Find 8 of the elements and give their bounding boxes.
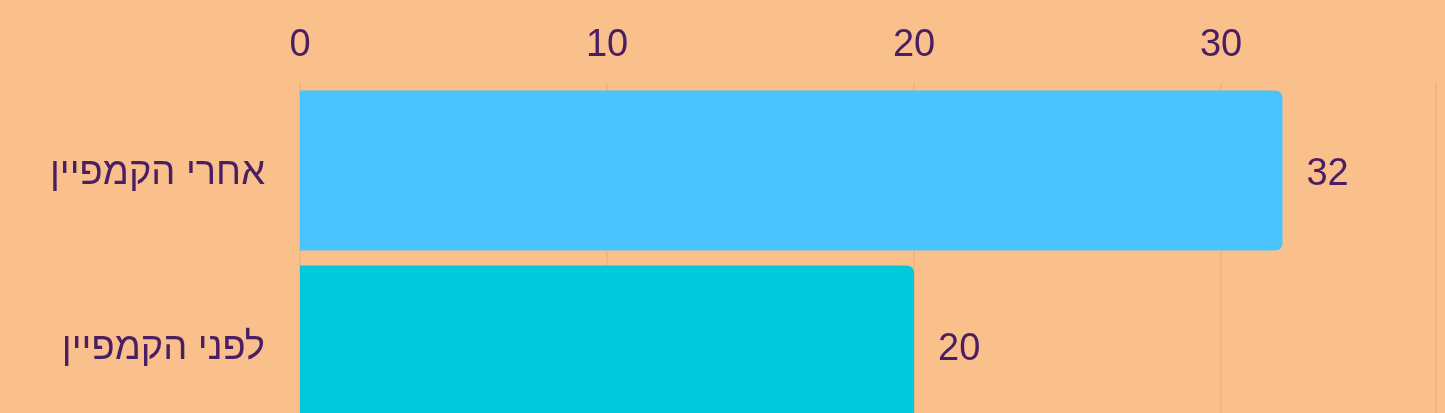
x-tick-label: 30 <box>1199 22 1243 64</box>
y-tick-label: אחרי הקמפיין <box>50 149 266 192</box>
x-tick-label: 10 <box>585 22 629 64</box>
x-tick-label: 20 <box>892 22 936 64</box>
x-tick-label: 0 <box>289 22 311 64</box>
y-tick-label: לפני הקמפיין <box>61 324 265 367</box>
data-label: 32 <box>1306 150 1349 193</box>
data-label: 20 <box>938 325 981 368</box>
